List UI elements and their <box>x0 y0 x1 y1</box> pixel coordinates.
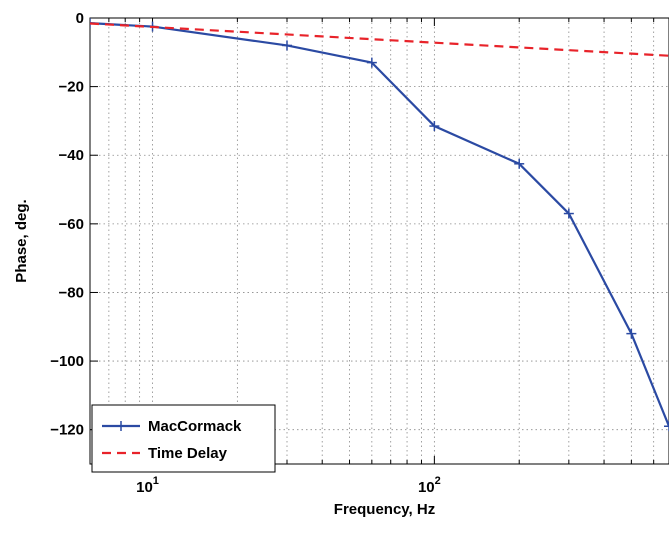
y-tick-label: 0 <box>76 10 84 27</box>
y-tick-label: −100 <box>50 353 84 370</box>
data-point <box>563 208 574 219</box>
x-tick-label: 101 <box>136 475 159 496</box>
legend: MacCormack Time Delay <box>91 404 276 473</box>
legend-label: Time Delay <box>148 445 228 462</box>
axis-ticks: 0 −20 −40 −60 −80 −100 −120 101 102 <box>50 10 655 496</box>
grid-lines <box>89 17 669 464</box>
y-tick-label: −40 <box>59 147 84 164</box>
y-tick-label: −120 <box>50 422 84 439</box>
legend-box <box>91 404 276 473</box>
legend-label: MacCormack <box>148 418 242 435</box>
data-point <box>514 158 525 169</box>
legend-marker <box>116 421 126 431</box>
series-line-maccormack <box>90 22 669 427</box>
plot-frame <box>89 17 669 465</box>
y-tick-label: −80 <box>59 284 84 301</box>
x-tick-label: 102 <box>418 475 441 496</box>
data-point <box>281 40 292 51</box>
data-point <box>626 328 637 339</box>
series-line-time-delay <box>90 22 669 57</box>
data-point <box>429 121 440 132</box>
data-point <box>366 57 377 68</box>
y-axis-label: Phase, deg. <box>13 199 30 282</box>
x-axis-label: Frequency, Hz <box>334 501 435 518</box>
y-tick-label: −60 <box>59 216 84 233</box>
y-tick-label: −20 <box>59 79 84 96</box>
data-point <box>664 421 669 432</box>
series-lines <box>90 18 669 432</box>
